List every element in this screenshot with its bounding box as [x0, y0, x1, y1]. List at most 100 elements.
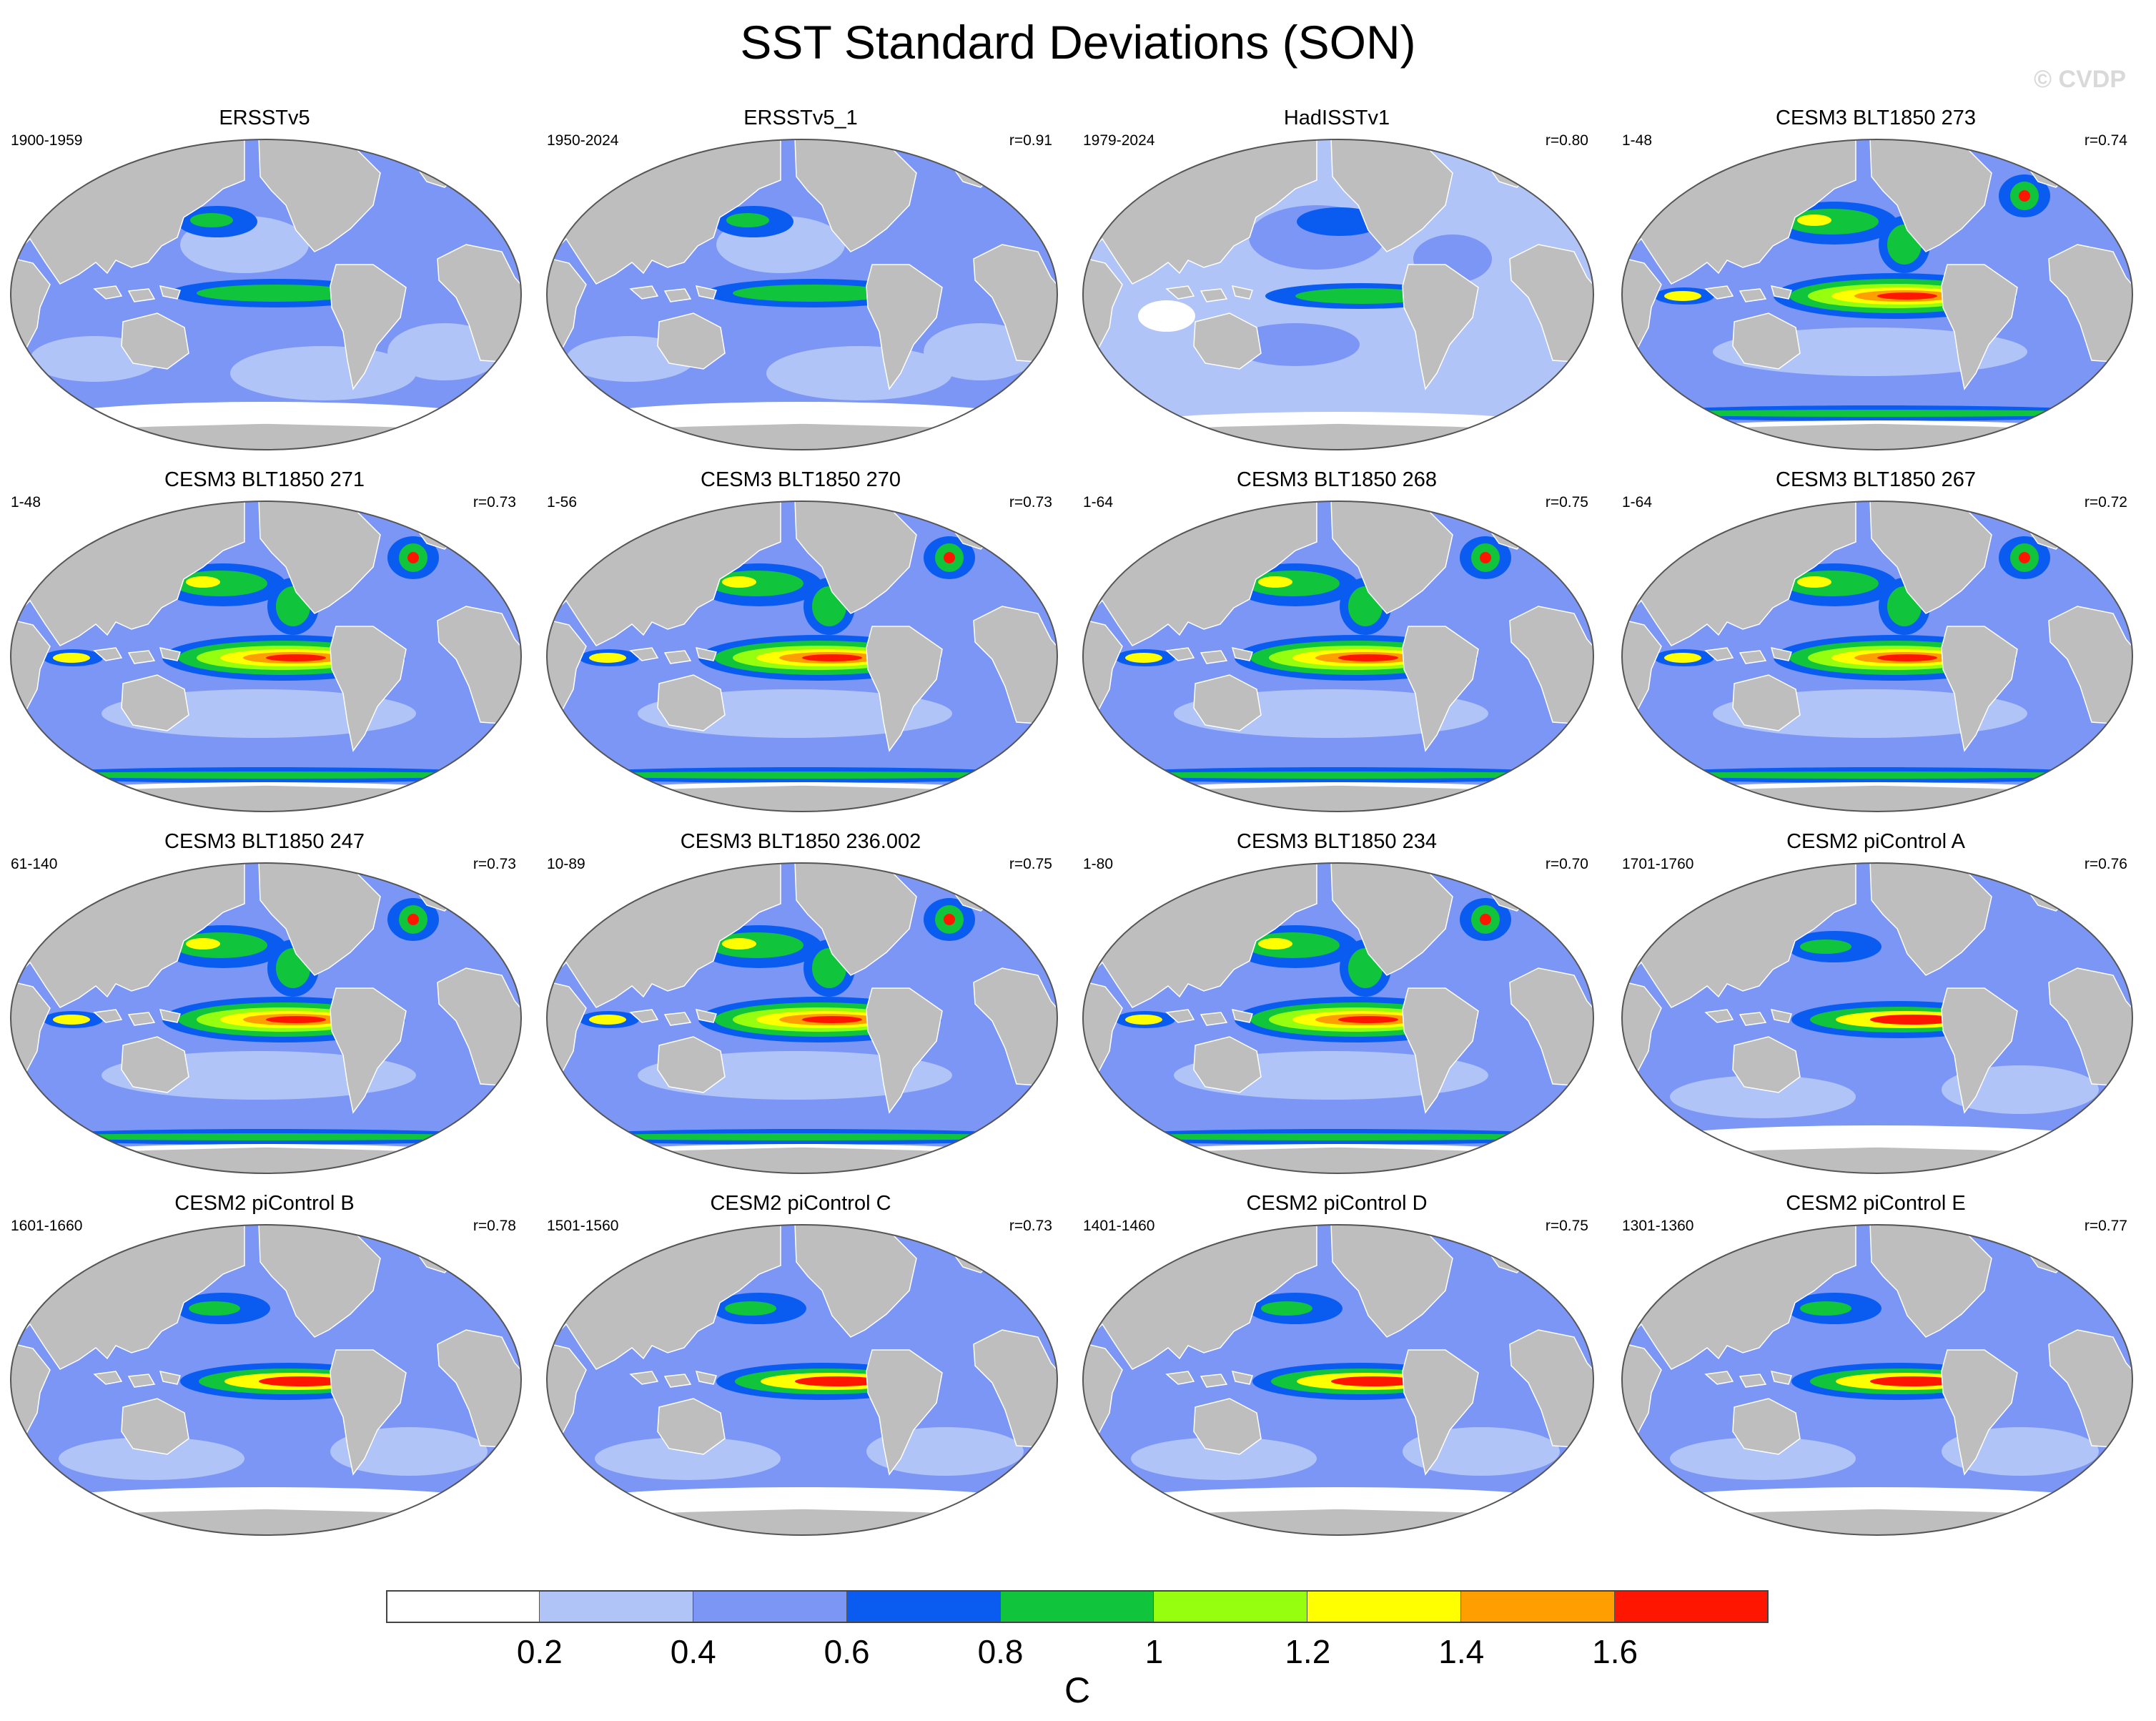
- indian-ocean-signal: [589, 1015, 626, 1025]
- land-indonesia: [629, 647, 717, 664]
- land-north-america: [1330, 139, 1453, 252]
- panel-title: CESM2 piControl B: [174, 1192, 355, 1215]
- north-pacific-signal: [1258, 938, 1292, 950]
- land-north-america: [794, 863, 917, 976]
- colorbar-tick-label: 0.2: [516, 1633, 563, 1670]
- land-indonesia: [1704, 647, 1792, 664]
- panel-map: [9, 861, 523, 1179]
- panel-correlation: r=0.75: [1009, 856, 1052, 872]
- land-australia: [1193, 1398, 1262, 1455]
- panel-correlation: r=0.70: [1545, 856, 1588, 872]
- panel-period: 1-64: [1083, 494, 1114, 511]
- north-pacific-signal: [190, 213, 233, 227]
- low-variability-patch: [1102, 1487, 1574, 1519]
- low-variability-patch: [1670, 1075, 1856, 1118]
- southern-ocean-band: [1092, 771, 1585, 779]
- panel-title: CESM3 BLT1850 247: [164, 830, 365, 853]
- panel-map: [9, 137, 523, 455]
- colorbar-segment: [693, 1590, 847, 1623]
- southern-ocean-band: [19, 1133, 513, 1140]
- land-south-america: [1941, 626, 2018, 752]
- panel-title: CESM3 BLT1850 271: [164, 468, 365, 491]
- land-antarctica: [11, 1508, 521, 1535]
- panel-period: 1950-2024: [547, 132, 619, 149]
- indian-ocean-signal: [1664, 653, 1701, 663]
- panel-correlation: r=0.75: [1545, 1218, 1588, 1234]
- map-outline: [10, 1224, 522, 1536]
- panel-period: 1-56: [547, 494, 578, 511]
- watermark: © CVDP: [2034, 66, 2126, 93]
- sst-map: [546, 1224, 1058, 1536]
- panel-map: [1081, 1223, 1596, 1541]
- panel-period: 1-48: [11, 494, 41, 511]
- map-panel: CESM3 BLT1850 271 1-48 r=0.73: [0, 468, 529, 817]
- north-pacific-signal: [1297, 207, 1383, 236]
- land-indonesia: [1165, 647, 1253, 664]
- indian-ocean-signal: [1125, 653, 1162, 663]
- land-indonesia: [1165, 1009, 1253, 1026]
- southern-ocean-band: [555, 771, 1049, 779]
- land-north-america: [1869, 1225, 1992, 1338]
- map-panel: CESM2 piControl E 1301-1360 r=0.77: [1611, 1191, 2140, 1540]
- north-atlantic-signal: [2019, 552, 2030, 563]
- land-north-america: [258, 1225, 381, 1338]
- land-australia: [657, 674, 726, 731]
- north-pacific-signal: [1258, 576, 1292, 588]
- land-antarctica: [547, 1146, 1057, 1173]
- land-south-america: [1941, 1349, 2018, 1476]
- panel-period: 1-80: [1083, 856, 1114, 872]
- panel-title: CESM3 BLT1850 270: [701, 468, 901, 491]
- colorbar-segment: [1615, 1590, 1769, 1623]
- panel-period: 1-64: [1622, 494, 1653, 511]
- sst-map: [1621, 500, 2133, 812]
- map-panel: CESM2 piControl D 1401-1460 r=0.75: [1072, 1191, 1601, 1540]
- land-antarctica: [1622, 423, 2132, 450]
- north-pacific-signal: [1800, 940, 1851, 954]
- panel-correlation: r=0.78: [473, 1218, 516, 1234]
- land-south-america: [1941, 264, 2018, 390]
- north-pacific-signal: [186, 576, 220, 588]
- panel-title: CESM2 piControl D: [1246, 1192, 1428, 1215]
- low-variability-patch: [1641, 1125, 2113, 1157]
- map-outline: [1621, 862, 2133, 1174]
- low-variability-patch: [1641, 1487, 2113, 1519]
- colorbar-segment: [539, 1590, 693, 1623]
- north-pacific-signal: [186, 938, 220, 950]
- land-antarctica: [1083, 423, 1593, 450]
- equatorial-pacific-signal: [197, 285, 357, 302]
- land-australia: [1732, 1398, 1801, 1455]
- panel-correlation: r=0.73: [473, 856, 516, 872]
- colorbar-tick-label: 0.4: [670, 1633, 716, 1670]
- colorbar-tick-label: 1.2: [1285, 1633, 1331, 1670]
- land-north-america: [258, 139, 381, 252]
- panel-map: [545, 861, 1059, 1179]
- land-north-america: [794, 1225, 917, 1338]
- map-panel: CESM3 BLT1850 236.002 10-89 r=0.75: [536, 829, 1065, 1178]
- land-north-america: [1330, 1225, 1453, 1338]
- colorbar-tick-label: 1.4: [1438, 1633, 1485, 1670]
- north-atlantic-signal: [1480, 552, 1491, 563]
- equatorial-pacific-signal: [802, 654, 862, 661]
- panel-map: [1620, 137, 2135, 455]
- north-atlantic-signal: [944, 914, 955, 925]
- north-pacific-signal: [722, 938, 756, 950]
- land-australia: [1193, 674, 1262, 731]
- land-north-america: [794, 139, 917, 252]
- panel-title: CESM2 piControl C: [710, 1192, 891, 1215]
- colorbar-segment: [1000, 1590, 1154, 1623]
- land-north-america: [258, 501, 381, 614]
- land-indonesia: [1704, 1371, 1792, 1388]
- low-variability-patch: [59, 1437, 244, 1480]
- panel-correlation: r=0.80: [1545, 132, 1588, 149]
- sst-map: [1082, 1224, 1594, 1536]
- north-pacific-signal: [726, 213, 769, 227]
- land-south-america: [330, 626, 407, 752]
- equatorial-pacific-signal: [1331, 1376, 1417, 1386]
- map-outline: [1082, 139, 1594, 450]
- map-panel: CESM3 BLT1850 268 1-64 r=0.75: [1072, 468, 1601, 817]
- panel-period: 10-89: [547, 856, 585, 872]
- land-indonesia: [1704, 1009, 1792, 1026]
- north-atlantic-signal: [407, 914, 419, 925]
- land-antarctica: [547, 1508, 1057, 1535]
- map-outline: [546, 1224, 1058, 1536]
